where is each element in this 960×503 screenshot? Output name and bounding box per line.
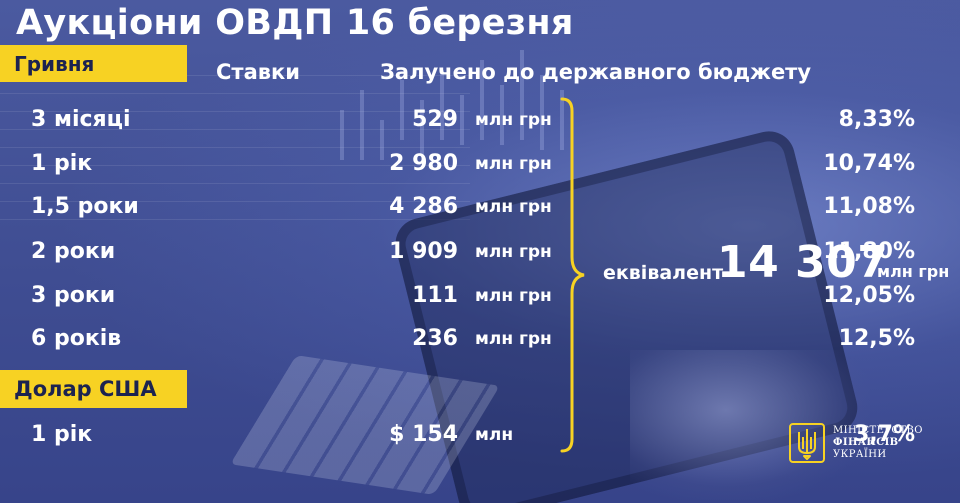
term-label: 1 рік — [31, 151, 93, 176]
amount-value: 1 909 — [389, 239, 458, 264]
logo-line-1: МІНІСТЕРСТВО — [833, 425, 923, 436]
total-label: еквівалент — [603, 262, 724, 284]
amount-value: $ 154 — [389, 422, 458, 447]
table-row: 3 місяці 8,33% 529 млн грн — [0, 107, 915, 137]
term-label: 2 роки — [31, 239, 116, 264]
amount-value: 529 — [412, 107, 458, 132]
term-label: 3 роки — [31, 283, 116, 308]
logo-text: МІНІСТЕРСТВО ФІНАНСІВ УКРАЇНИ — [833, 425, 923, 461]
rate-value: 11,08% — [823, 194, 915, 219]
term-label: 1,5 роки — [31, 194, 139, 219]
column-header-raised: Залучено до державного бюджету — [380, 60, 812, 84]
rate-value: 12,05% — [823, 283, 915, 308]
rate-value: 12,5% — [838, 326, 915, 351]
background-candlestick-chart — [340, 50, 564, 160]
total-brace — [560, 97, 585, 453]
term-label: 1 рік — [31, 422, 93, 447]
rate-value: 10,74% — [823, 151, 915, 176]
page-title: Аукціони ОВДП 16 березня — [16, 3, 574, 43]
rate-value: 8,33% — [838, 107, 915, 132]
logo-line-2: ФІНАНСІВ — [833, 437, 899, 448]
amount-unit: млн — [475, 425, 514, 445]
logo-line-3: УКРАЇНИ — [833, 449, 887, 460]
amount-value: 236 — [412, 326, 458, 351]
table-row: 1,5 роки 11,08% 4 286 млн грн — [0, 194, 915, 224]
total-value: 14 307 — [717, 237, 889, 288]
rate-value: 3,7% — [853, 422, 915, 447]
amount-unit: млн грн — [475, 242, 552, 262]
table-row: 1 рік 10,74% 2 980 млн грн — [0, 151, 915, 181]
currency-label-usd: Долар США — [0, 370, 187, 408]
amount-value: 111 — [412, 283, 458, 308]
rate-value: 11,80% — [823, 239, 915, 264]
amount-unit: млн грн — [475, 197, 552, 217]
term-label: 3 місяці — [31, 107, 131, 132]
table-row: 3 роки 12,05% 111 млн грн — [0, 283, 915, 313]
currency-label-uah: Гривня — [0, 45, 187, 82]
term-label: 6 років — [31, 326, 122, 351]
table-row: 1 рік 3,7% $ 154 млн — [0, 422, 915, 452]
background-data-grid — [0, 60, 470, 220]
amount-value: 4 286 — [389, 194, 458, 219]
amount-unit: млн грн — [475, 329, 552, 349]
ministry-logo: МІНІСТЕРСТВО ФІНАНСІВ УКРАЇНИ — [789, 423, 923, 463]
amount-unit: млн грн — [475, 286, 552, 306]
column-header-rates: Ставки — [216, 60, 301, 84]
amount-unit: млн грн — [475, 110, 552, 130]
total-unit: млн грн — [877, 262, 950, 281]
table-row: 2 роки 11,80% 1 909 млн грн — [0, 239, 915, 269]
table-row: 6 років 12,5% 236 млн грн — [0, 326, 915, 356]
trident-emblem-icon — [789, 423, 825, 463]
background-hand — [630, 350, 870, 500]
amount-value: 2 980 — [389, 151, 458, 176]
amount-unit: млн грн — [475, 154, 552, 174]
